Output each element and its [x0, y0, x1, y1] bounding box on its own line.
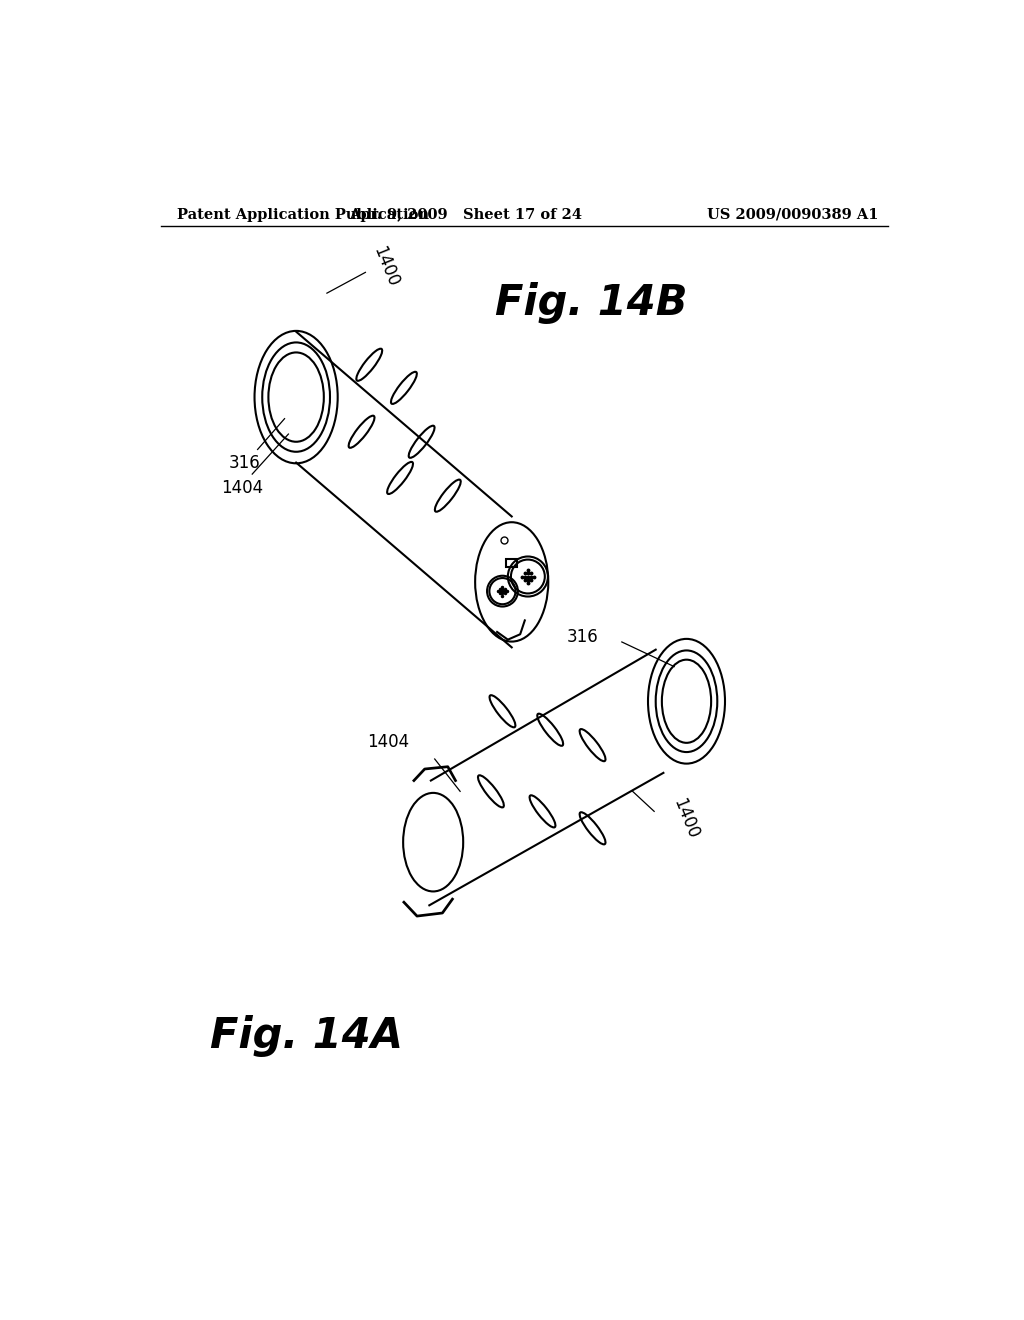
Text: Apr. 9, 2009   Sheet 17 of 24: Apr. 9, 2009 Sheet 17 of 24: [349, 207, 582, 222]
Text: 1400: 1400: [670, 796, 702, 842]
Text: 316: 316: [567, 628, 599, 647]
Text: 1404: 1404: [368, 733, 410, 751]
Text: Fig. 14B: Fig. 14B: [495, 282, 687, 325]
Text: Patent Application Publication: Patent Application Publication: [177, 207, 429, 222]
Text: 1400: 1400: [370, 243, 401, 289]
Text: Fig. 14A: Fig. 14A: [210, 1015, 402, 1057]
Text: 316: 316: [229, 454, 261, 471]
Text: 1404: 1404: [221, 479, 263, 496]
Text: US 2009/0090389 A1: US 2009/0090389 A1: [707, 207, 879, 222]
